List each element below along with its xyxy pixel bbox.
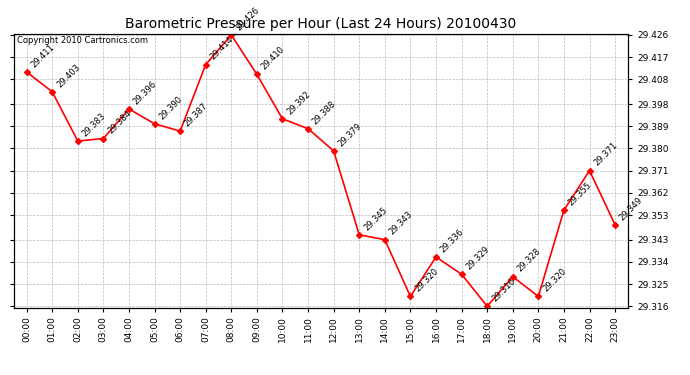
Text: 29.345: 29.345 <box>362 205 389 232</box>
Text: 29.387: 29.387 <box>183 101 210 128</box>
Text: 29.320: 29.320 <box>413 267 440 294</box>
Text: 29.403: 29.403 <box>55 62 82 89</box>
Text: 29.411: 29.411 <box>30 42 56 69</box>
Text: 29.392: 29.392 <box>285 89 312 116</box>
Text: 29.390: 29.390 <box>157 94 184 121</box>
Text: 29.383: 29.383 <box>81 111 108 138</box>
Text: 29.388: 29.388 <box>310 99 338 126</box>
Text: 29.328: 29.328 <box>515 247 542 274</box>
Text: 29.396: 29.396 <box>132 79 159 106</box>
Text: 29.343: 29.343 <box>388 210 415 237</box>
Text: 29.371: 29.371 <box>592 141 619 168</box>
Text: 29.329: 29.329 <box>464 244 491 272</box>
Title: Barometric Pressure per Hour (Last 24 Hours) 20100430: Barometric Pressure per Hour (Last 24 Ho… <box>125 17 517 31</box>
Text: 29.355: 29.355 <box>566 180 593 207</box>
Text: 29.410: 29.410 <box>259 45 286 72</box>
Text: 29.426: 29.426 <box>234 5 261 32</box>
Text: 29.384: 29.384 <box>106 109 133 136</box>
Text: 29.414: 29.414 <box>208 35 235 62</box>
Text: Copyright 2010 Cartronics.com: Copyright 2010 Cartronics.com <box>17 36 148 45</box>
Text: 29.349: 29.349 <box>618 195 644 222</box>
Text: 29.379: 29.379 <box>337 121 364 148</box>
Text: 29.320: 29.320 <box>541 267 568 294</box>
Text: 29.336: 29.336 <box>439 227 466 254</box>
Text: 29.316: 29.316 <box>490 276 517 303</box>
